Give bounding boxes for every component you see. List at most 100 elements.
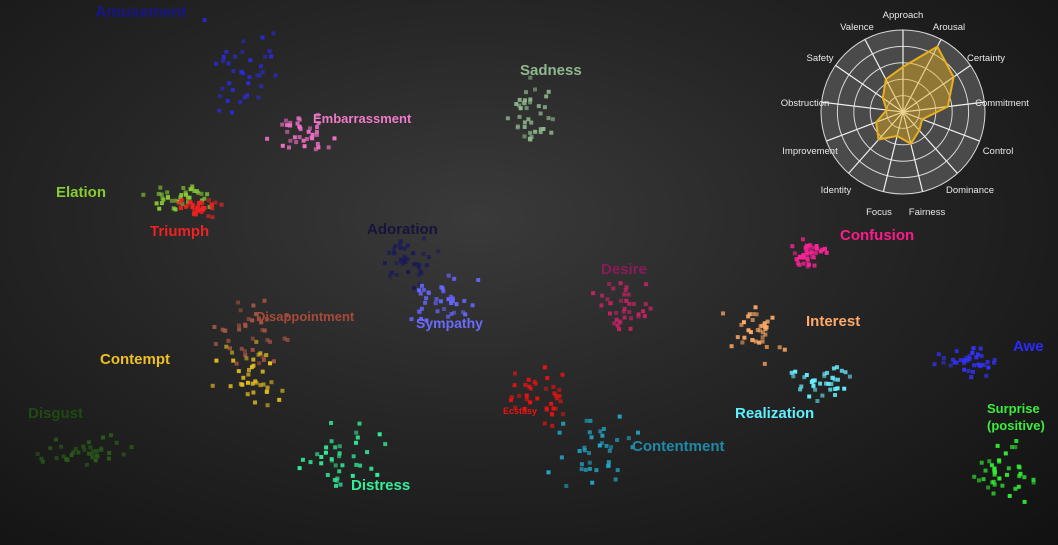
scatter-point — [241, 39, 246, 44]
scatter-point — [1022, 475, 1027, 480]
scatter-point — [53, 437, 58, 442]
scatter-point — [308, 460, 313, 465]
scatter-point — [753, 305, 758, 310]
scatter-point — [109, 433, 113, 438]
scatter-point — [365, 450, 370, 455]
scatter-point — [997, 476, 1002, 481]
scatter-point — [826, 381, 831, 386]
scatter-point — [245, 93, 249, 98]
radar-spoke — [882, 111, 904, 192]
scatter-point — [813, 251, 818, 255]
scatter-point — [242, 95, 247, 100]
scatter-point — [314, 129, 319, 134]
radar-spoke — [902, 111, 958, 174]
radar-spokes — [821, 30, 985, 192]
scatter-point — [812, 263, 817, 268]
scatter-point — [835, 386, 840, 391]
scatter-point — [261, 354, 266, 359]
scatter-point — [587, 451, 591, 455]
scatter-point — [809, 380, 814, 384]
scatter-point — [517, 393, 522, 398]
scatter-point — [319, 461, 324, 466]
radar-spoke — [864, 39, 904, 113]
scatter-point — [1010, 445, 1014, 449]
scatter-point — [623, 288, 628, 292]
scatter-point — [967, 353, 972, 358]
radar-spoke — [902, 64, 971, 113]
scatter-point — [93, 458, 98, 463]
scatter-point — [978, 346, 983, 351]
scatter-point — [470, 303, 475, 308]
scatter-point — [948, 363, 953, 368]
scatter-point — [263, 54, 268, 59]
scatter-point — [90, 452, 95, 457]
scatter-point — [1017, 465, 1022, 470]
scatter-point — [255, 73, 260, 78]
label-triumph: Triumph — [150, 223, 209, 240]
scatter-point — [61, 454, 66, 459]
scatter-point — [265, 338, 270, 343]
scatter-point — [611, 286, 616, 291]
scatter-point — [250, 318, 255, 323]
scatter-point — [246, 372, 251, 377]
scatter-point — [257, 73, 262, 78]
scatter-point — [791, 374, 796, 379]
scatter-point — [333, 463, 338, 468]
scatter-point — [514, 102, 519, 106]
scatter-point — [196, 207, 201, 212]
scatter-point — [541, 127, 546, 131]
scatter-point — [579, 467, 584, 472]
scatter-point — [587, 460, 592, 465]
scatter-point — [229, 110, 234, 115]
scatter-point — [337, 444, 342, 449]
label-surprise-line1: Surprise — [987, 401, 1040, 416]
scatter-point — [217, 94, 222, 99]
scatter-point — [622, 306, 627, 311]
scatter-point — [398, 239, 403, 244]
scatter-point — [941, 356, 946, 360]
scatter-point — [594, 468, 599, 473]
scatter-point — [801, 261, 806, 266]
scatter-point — [642, 314, 647, 319]
scatter-point — [1005, 472, 1009, 477]
scatter-point — [405, 243, 410, 248]
scatter-point — [419, 316, 423, 321]
scatter-point — [184, 192, 188, 197]
scatter-point — [333, 445, 338, 450]
scatter-point — [387, 250, 392, 255]
scatter-point — [818, 381, 823, 386]
scatter-point — [589, 435, 594, 440]
scatter-point — [551, 384, 556, 389]
scatter-point — [73, 446, 78, 451]
scatter-point — [742, 335, 747, 340]
scatter-point — [246, 380, 250, 385]
scatter-point — [236, 300, 241, 305]
scatter-point — [615, 438, 620, 442]
scatter-point — [214, 358, 219, 363]
scatter-point — [238, 100, 243, 105]
scatter-point — [248, 58, 253, 63]
scatter-point — [804, 247, 809, 252]
scatter-point — [582, 445, 587, 450]
scatter-point — [462, 298, 467, 303]
scatter-point — [280, 388, 285, 393]
scatter-point — [551, 406, 556, 411]
scatter-point — [524, 393, 529, 398]
scatter-point — [797, 254, 802, 259]
scatter-point — [159, 201, 164, 206]
scatter-point — [528, 97, 533, 102]
scatter-point — [251, 363, 256, 368]
scatter-point — [751, 312, 756, 317]
scatter-point — [71, 450, 76, 455]
scatter-point — [962, 357, 967, 362]
scatter-point — [399, 259, 404, 264]
scatter-point — [269, 380, 274, 385]
scatter-point — [978, 364, 983, 369]
scatter-point — [790, 244, 795, 249]
scatter-point — [375, 472, 380, 477]
scatter-point — [1006, 466, 1011, 471]
scatter-point — [250, 336, 255, 341]
scatter-point — [449, 312, 454, 316]
scatter-point — [221, 54, 226, 59]
scatter-point — [599, 303, 604, 308]
